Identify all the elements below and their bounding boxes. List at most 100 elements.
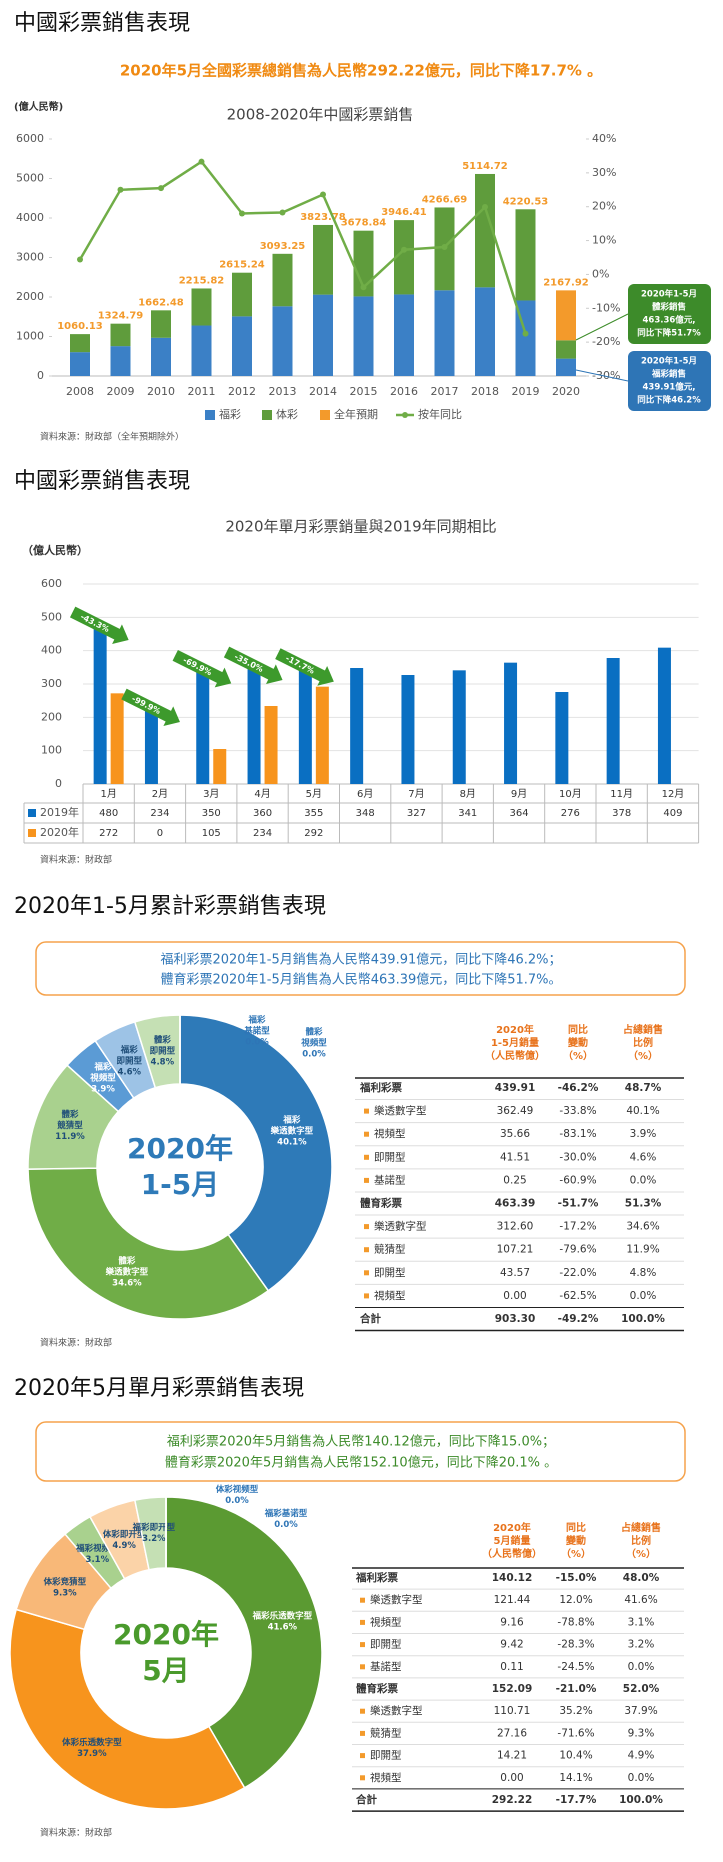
y-tick-label: 1000 xyxy=(16,330,44,343)
slice-label: 9.3% xyxy=(53,1588,77,1598)
y2-tick-label: 10% xyxy=(592,234,616,247)
slice-label: 基諾型 xyxy=(243,1026,270,1037)
y-tick-label: 0 xyxy=(55,777,62,790)
table-header: 5月銷量 xyxy=(494,1534,531,1547)
x-tick-label: 11月 xyxy=(610,788,633,800)
x-tick-label: 2016 xyxy=(390,385,418,398)
row-bullet xyxy=(364,1293,369,1299)
bar-segment xyxy=(556,290,576,341)
bar-segment xyxy=(556,358,576,376)
table-cell: 41.51 xyxy=(500,1151,530,1163)
table-header: （%） xyxy=(563,1049,593,1062)
total-label: 4220.53 xyxy=(503,196,549,207)
callout-text: 體彩銷售 xyxy=(652,302,686,313)
slice-label: 体彩视频型 xyxy=(216,1484,259,1495)
table-cell: 視頻型 xyxy=(370,1771,402,1784)
table-cell: 0.11 xyxy=(500,1661,523,1673)
bar xyxy=(504,662,518,784)
slice-label: 34.6% xyxy=(112,1278,142,1288)
table-cell: 合計 xyxy=(359,1312,381,1325)
table-cell: 4.8% xyxy=(630,1267,657,1279)
row-bullet xyxy=(360,1753,365,1759)
bar-segment xyxy=(151,310,171,338)
table-cell: 100.0% xyxy=(621,1313,665,1325)
table-cell: 272 xyxy=(99,828,118,839)
x-tick-label: 3月 xyxy=(203,788,219,800)
callout-connector xyxy=(575,313,629,341)
slice-label: 0.0% xyxy=(302,1050,326,1060)
slice-label: 4.6% xyxy=(117,1068,141,1078)
table-cell: 35.66 xyxy=(500,1128,530,1140)
table-cell: -83.1% xyxy=(559,1128,596,1140)
source-note: 資料來源：財政部 xyxy=(40,854,112,866)
total-label: 4266.69 xyxy=(422,194,468,205)
table-cell: 3.9% xyxy=(630,1128,657,1140)
line-point xyxy=(117,186,124,193)
table-cell: 基諾型 xyxy=(374,1173,406,1186)
change-arrow xyxy=(275,648,334,686)
table-cell: 140.12 xyxy=(492,1572,533,1584)
table-cell: -60.9% xyxy=(559,1174,596,1186)
bar-segment xyxy=(475,173,495,288)
table-cell: -62.5% xyxy=(559,1290,596,1302)
section-heading: 2020年1-5月累計彩票銷售表現 xyxy=(14,894,326,919)
table-cell: -51.7% xyxy=(558,1198,599,1210)
slice-label: 福彩 xyxy=(282,1115,301,1126)
slice-label: 0.0% xyxy=(245,1038,269,1048)
bar xyxy=(315,686,329,784)
row-bullet xyxy=(364,1131,369,1137)
change-arrow xyxy=(121,688,180,727)
callout-box xyxy=(628,284,711,344)
bar xyxy=(350,668,364,784)
table-cell: 355 xyxy=(304,808,323,819)
table-header: 變動 xyxy=(565,1534,586,1547)
x-tick-label: 2012 xyxy=(228,385,256,398)
slice-label: 競猜型 xyxy=(57,1120,83,1131)
x-tick-label: 2020 xyxy=(552,385,580,398)
row-bullet xyxy=(360,1597,365,1603)
y-tick-label: 2000 xyxy=(16,290,44,303)
table-cell: 327 xyxy=(407,808,426,819)
bar xyxy=(452,670,466,784)
row-bullet xyxy=(364,1108,369,1114)
line-point xyxy=(158,185,164,192)
legend-swatch xyxy=(402,412,408,418)
x-tick-label: 2019 xyxy=(512,385,540,398)
table-cell: 12.0% xyxy=(559,1594,592,1606)
bar xyxy=(264,706,278,784)
donut-slice xyxy=(179,1014,333,1292)
table-cell: 11.9% xyxy=(626,1244,659,1256)
bar xyxy=(110,693,124,784)
table-cell: -21.0% xyxy=(556,1683,597,1695)
table-cell: 即開型 xyxy=(370,1638,402,1651)
change-arrow xyxy=(172,649,232,688)
legend-swatch xyxy=(28,829,36,837)
table-cell: 9.3% xyxy=(628,1727,655,1739)
slice-label: 体彩乐透数字型 xyxy=(62,1737,122,1748)
slice-label: 福彩 xyxy=(120,1045,139,1056)
table-cell: 0.00 xyxy=(503,1290,526,1302)
donut-slice xyxy=(9,1608,246,1810)
table-cell: -15.0% xyxy=(556,1572,597,1584)
table-cell: -49.2% xyxy=(558,1313,599,1325)
note-box xyxy=(35,941,686,996)
table-cell: -71.6% xyxy=(557,1727,594,1739)
table-cell: 合計 xyxy=(355,1793,377,1806)
slice-label: 視頻型 xyxy=(89,1073,116,1084)
table-cell: -33.8% xyxy=(559,1105,596,1117)
table-cell: 480 xyxy=(99,808,118,819)
total-label: 3093.25 xyxy=(260,241,306,252)
table-cell: 378 xyxy=(612,808,631,819)
legend-swatch xyxy=(262,410,272,420)
bar-segment xyxy=(515,209,536,301)
slice-label: 福彩即开型 xyxy=(132,1522,176,1533)
slice-label: 0.0% xyxy=(225,1496,249,1506)
x-tick-label: 4月 xyxy=(254,788,270,800)
x-tick-label: 2010 xyxy=(147,385,175,398)
table-cell: 體育彩票 xyxy=(360,1197,402,1210)
total-label: 5114.72 xyxy=(462,161,508,172)
table-cell: 37.9% xyxy=(624,1705,657,1717)
center-text: 2020年 xyxy=(113,1618,219,1651)
callout-text: 439.91億元, xyxy=(642,382,695,393)
y-axis-label: （億人民幣） xyxy=(22,543,88,557)
